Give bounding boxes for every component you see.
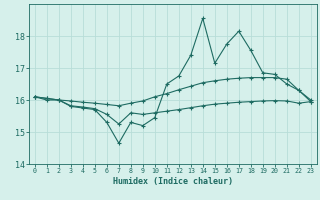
X-axis label: Humidex (Indice chaleur): Humidex (Indice chaleur) [113, 177, 233, 186]
